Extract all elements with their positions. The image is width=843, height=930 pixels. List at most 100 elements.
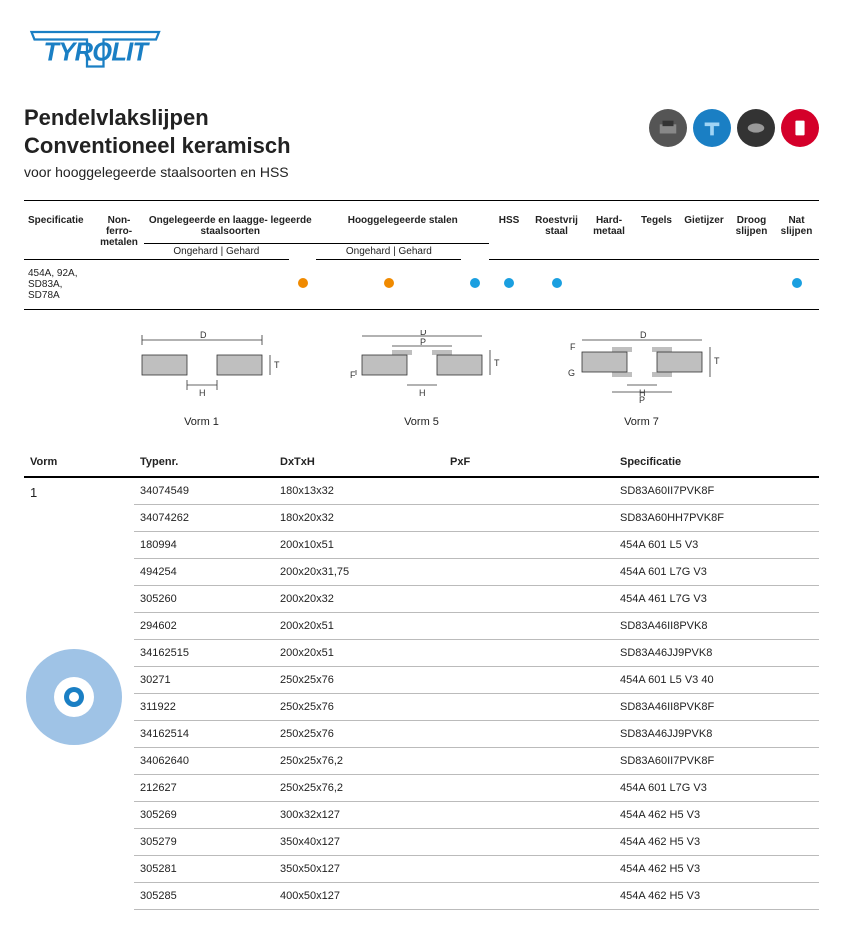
pxf-cell xyxy=(444,477,614,505)
pxf-cell xyxy=(444,585,614,612)
typenr-cell: 305279 xyxy=(134,828,274,855)
table-row: 305281350x50x127 454A 462 H5 V3 xyxy=(24,855,819,882)
dxtxh-cell: 250x25x76 xyxy=(274,666,444,693)
spec-th-hss: HSS xyxy=(489,209,529,260)
dxtxh-cell: 250x25x76 xyxy=(274,693,444,720)
category-icon-3 xyxy=(737,109,775,147)
dot-hss xyxy=(504,278,514,288)
spec-cell: SD83A46JJ9PVK8 xyxy=(614,639,819,666)
spec-cell: SD83A46II8PVK8 xyxy=(614,612,819,639)
spec-cell: 454A 462 H5 V3 xyxy=(614,855,819,882)
table-row: 212627250x25x76,2454A 601 L7G V3 xyxy=(24,774,819,801)
typenr-cell: 180994 xyxy=(134,531,274,558)
category-icon-2 xyxy=(693,109,731,147)
table-row: 305285400x50x127454A 462 H5 V3 xyxy=(24,882,819,909)
typenr-cell: 212627 xyxy=(134,774,274,801)
vorm-cell: 1 xyxy=(24,477,134,640)
spec-cell: 454A 462 H5 V3 xyxy=(614,828,819,855)
spec-th-tegels: Tegels xyxy=(634,209,679,260)
spec-cell: SD83A46JJ9PVK8 xyxy=(614,720,819,747)
pxf-cell xyxy=(444,666,614,693)
shape-label-1: Vorm 1 xyxy=(122,416,282,428)
spec-th-roestvrij: Roestvrij staal xyxy=(529,209,584,260)
dxtxh-cell: 250x25x76 xyxy=(274,720,444,747)
table-row: 305260200x20x32 454A 461 L7G V3 xyxy=(24,585,819,612)
spec-cell: SD83A60HH7PVK8F xyxy=(614,504,819,531)
dxtxh-cell: 250x25x76,2 xyxy=(274,774,444,801)
table-row: 305279350x40x127 454A 462 H5 V3 xyxy=(24,828,819,855)
spec-th-gietijzer: Gietijzer xyxy=(679,209,729,260)
typenr-cell: 294602 xyxy=(134,612,274,639)
pxf-cell xyxy=(444,747,614,774)
pxf-cell xyxy=(444,531,614,558)
pxf-cell xyxy=(444,720,614,747)
spec-th-nonferro: Non- ferro- metalen xyxy=(94,209,144,260)
wheel-image-cell xyxy=(24,639,134,909)
svg-text:D: D xyxy=(200,330,207,340)
typenr-cell: 305281 xyxy=(134,855,274,882)
table-row: 34062640250x25x76,2 SD83A60II7PVK8F xyxy=(24,747,819,774)
typenr-cell: 305260 xyxy=(134,585,274,612)
dxtxh-cell: 200x10x51 xyxy=(274,531,444,558)
dxtxh-cell: 180x20x32 xyxy=(274,504,444,531)
spec-th-ongelegeerd: Ongelegeerde en laagge- legeerde staalso… xyxy=(144,209,316,244)
svg-text:D: D xyxy=(640,330,647,340)
svg-text:P: P xyxy=(639,395,645,405)
dxtxh-cell: 250x25x76,2 xyxy=(274,747,444,774)
brand-text: TYROLIT xyxy=(44,39,151,67)
spec-row-label: 454A, 92A, SD83A, SD78A xyxy=(24,259,94,309)
spec-th-ongehard-1: Ongehard | Gehard xyxy=(144,243,289,259)
typenr-cell: 30271 xyxy=(134,666,274,693)
category-icon-4 xyxy=(781,109,819,147)
pxf-cell xyxy=(444,882,614,909)
spec-th-droog: Droog slijpen xyxy=(729,209,774,260)
svg-text:H: H xyxy=(199,388,206,398)
svg-text:H: H xyxy=(419,388,426,398)
table-row: 34162514250x25x76 SD83A46JJ9PVK8 xyxy=(24,720,819,747)
dot-hoog-gehard xyxy=(470,278,480,288)
pxf-cell xyxy=(444,855,614,882)
dot-roestvrij xyxy=(552,278,562,288)
dxtxh-cell: 180x13x32 xyxy=(274,477,444,505)
typenr-cell: 34162514 xyxy=(134,720,274,747)
shape-vorm-5: D P T F H Vorm 5 xyxy=(342,330,502,428)
dxtxh-cell: 350x50x127 xyxy=(274,855,444,882)
dxtxh-cell: 300x32x127 xyxy=(274,801,444,828)
dxtxh-cell: 200x20x31,75 xyxy=(274,558,444,585)
shape-label-7: Vorm 7 xyxy=(562,416,722,428)
spec-th-hoog: Hooggelegeerde stalen xyxy=(316,209,489,244)
table-row: 30271250x25x76 454A 601 L5 V3 40 xyxy=(24,666,819,693)
brand-logo: TYROLIT xyxy=(24,20,819,85)
typenr-cell: 34074262 xyxy=(134,504,274,531)
dxtxh-cell: 350x40x127 xyxy=(274,828,444,855)
typenr-cell: 311922 xyxy=(134,693,274,720)
spec-cell: 454A 601 L5 V3 40 xyxy=(614,666,819,693)
shape-vorm-7: D F T G H P Vorm 7 xyxy=(562,330,722,428)
pxf-cell xyxy=(444,774,614,801)
table-row: 305269300x32x127454A 462 H5 V3 xyxy=(24,801,819,828)
dxtxh-cell: 200x20x32 xyxy=(274,585,444,612)
pxf-cell xyxy=(444,828,614,855)
spec-cell: 454A 601 L7G V3 xyxy=(614,558,819,585)
dot-hoog-ongehard xyxy=(384,278,394,288)
spec-cell: SD83A60II7PVK8F xyxy=(614,747,819,774)
spec-th-nat: Nat slijpen xyxy=(774,209,819,260)
products-th-dxtxh: DxTxH xyxy=(274,448,444,477)
spec-cell: SD83A60II7PVK8F xyxy=(614,477,819,505)
dxtxh-cell: 200x20x51 xyxy=(274,612,444,639)
products-th-vorm: Vorm xyxy=(24,448,134,477)
svg-text:F: F xyxy=(570,342,576,352)
products-th-typenr: Typenr. xyxy=(134,448,274,477)
svg-text:D: D xyxy=(420,330,427,337)
pxf-cell xyxy=(444,693,614,720)
spec-cell: 454A 461 L7G V3 xyxy=(614,585,819,612)
svg-text:P: P xyxy=(420,337,426,347)
typenr-cell: 34062640 xyxy=(134,747,274,774)
spec-th-specificatie: Specificatie xyxy=(24,209,94,260)
table-row: 311922250x25x76SD83A46II8PVK8F xyxy=(24,693,819,720)
dot-nat xyxy=(792,278,802,288)
typenr-cell: 305269 xyxy=(134,801,274,828)
spec-th-hardmetaal: Hard- metaal xyxy=(584,209,634,260)
table-row: 294602200x20x51 SD83A46II8PVK8 xyxy=(24,612,819,639)
products-th-pxf: PxF xyxy=(444,448,614,477)
